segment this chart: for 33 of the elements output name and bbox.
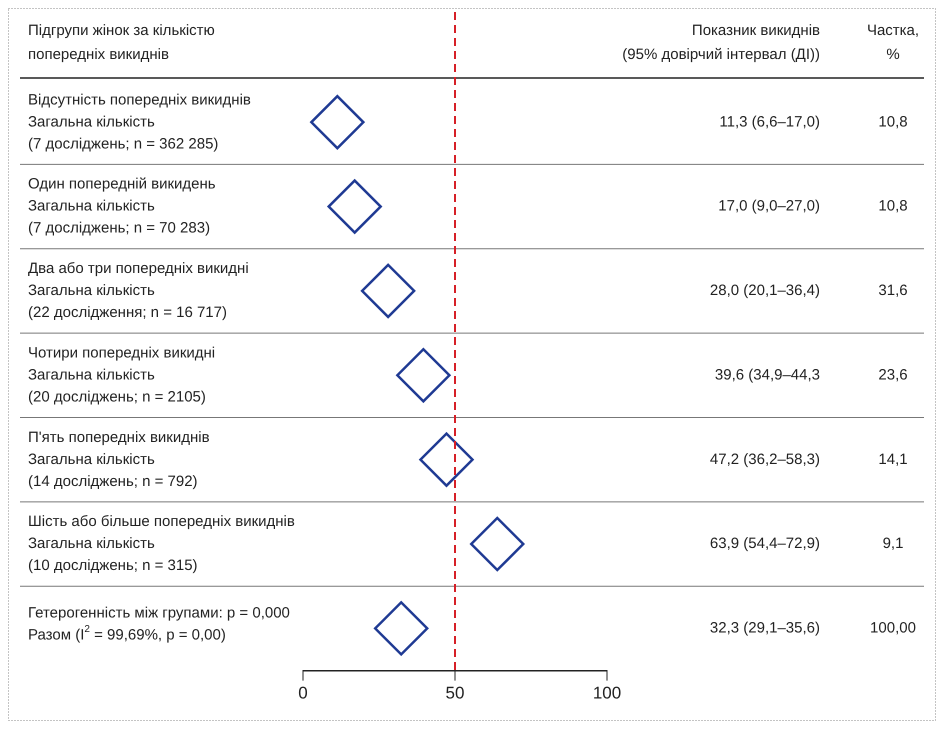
data-label: 47,2 (36,2–58,3): [710, 450, 820, 468]
x-tick-label: 50: [446, 683, 464, 702]
text: 14,1: [878, 450, 908, 468]
y-axis-title: Підгрупи жінок за кількістю попередніх викиднів: [28, 22, 215, 64]
text: 10,8: [878, 198, 908, 215]
y-tick-label: П'ять попередніх викиднів Загальна кількість (14 досліджень; n = 792): [28, 428, 210, 490]
point: [396, 348, 451, 403]
point: [360, 264, 416, 318]
data-label: 63,9 (54,4–72,9): [710, 535, 820, 552]
y-tick-label: Два або три попередніх викидні Загальна кількість (22 дослідження; n = 16 717): [28, 260, 249, 322]
text: 100,00: [870, 620, 916, 637]
text: 9,1: [882, 535, 904, 552]
point: [419, 432, 474, 487]
text: 31,6: [878, 282, 908, 300]
y-tick-label: Відсутність попередніх викиднів Загальна кількість (7 досліджень; n = 362 285): [28, 91, 251, 152]
data-label: 39,6 (34,9–44,3: [714, 366, 820, 384]
data-label: 32,3 (29,1–35,6): [710, 620, 820, 637]
y-tick-label: Шість або більше попередніх викиднів Загальна кількість (10 досліджень; n = 315): [28, 513, 295, 574]
x-tick-label: 100: [592, 683, 622, 702]
y-tick-label: Один попередній викидень Загальна кількість (7 досліджень; n = 70 283): [28, 176, 216, 237]
data-label: 11,3 (6,6–17,0): [719, 113, 820, 130]
text: 23,6: [878, 366, 908, 384]
point: [470, 516, 525, 572]
y-tick-label: Чотири попередніх викидні Загальна кількість (20 досліджень; n = 2105): [28, 344, 216, 406]
text: Показник викиднів (95% довірчий інтервал (ДІ)): [622, 22, 820, 64]
point: [374, 601, 428, 656]
data-label: 17,0 (9,0–27,0): [718, 198, 820, 215]
x-tick-label: 0: [298, 683, 308, 702]
point: [310, 94, 365, 150]
data-label: 28,0 (20,1–36,4): [710, 282, 820, 300]
point: [327, 179, 382, 234]
text: 10,8: [878, 113, 908, 130]
text: Частка, %: [866, 22, 920, 64]
